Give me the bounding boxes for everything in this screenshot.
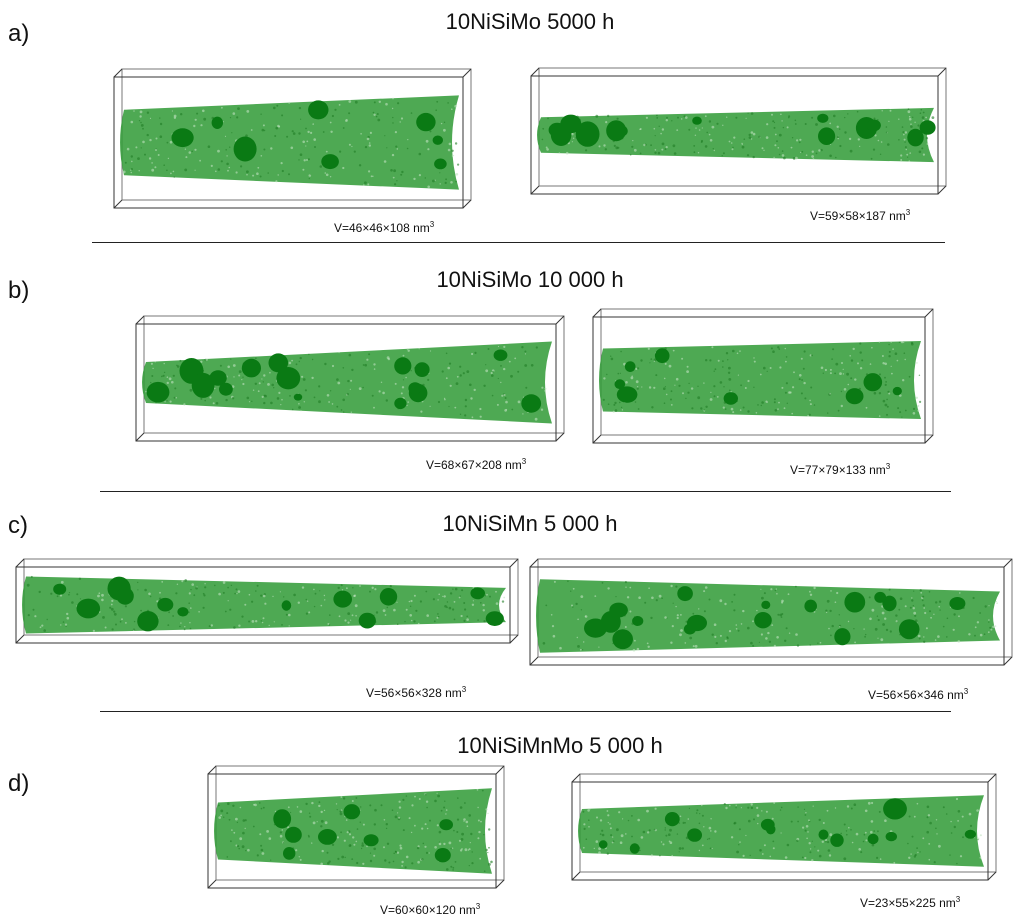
sample-c1 [12,557,522,647]
volume-label-d1: V=60×60×120 nm3 [380,902,481,917]
panel-title-d: 10NiSiMnMo 5 000 h [457,733,663,758]
volume-label-a1: V=46×46×108 nm3 [334,220,435,235]
panel-letter-c: c) [8,512,28,539]
sample-a1 [110,67,475,212]
separator-b [100,491,951,492]
volume-label-b1: V=68×67×208 nm3 [426,457,527,472]
volume-label-d2: V=23×55×225 nm3 [860,895,961,910]
panel-title-b: 10NiSiMo 10 000 h [436,267,624,292]
volume-label-a2: V=59×58×187 nm3 [810,208,911,223]
sample-d1 [204,764,508,892]
panel-title-c: 10NiSiMn 5 000 h [442,511,618,536]
panel-letter-d: d) [8,770,30,797]
volume-label-b2: V=77×79×133 nm3 [790,462,891,477]
sample-b1 [132,314,568,445]
sample-b2 [589,307,937,447]
panel-title-a: 10NiSiMo 5000 h [445,9,615,34]
separator-c [100,711,951,712]
panel-letter-b: b) [8,277,30,304]
volume-label-c1: V=56×56×328 nm3 [366,685,467,700]
panel-letter-a: a) [8,20,30,47]
sample-d2 [568,772,1000,884]
volume-label-c2: V=56×56×346 nm3 [868,687,969,702]
sample-c2 [526,557,1016,669]
separator-a [92,242,945,243]
sample-a2 [527,66,950,198]
